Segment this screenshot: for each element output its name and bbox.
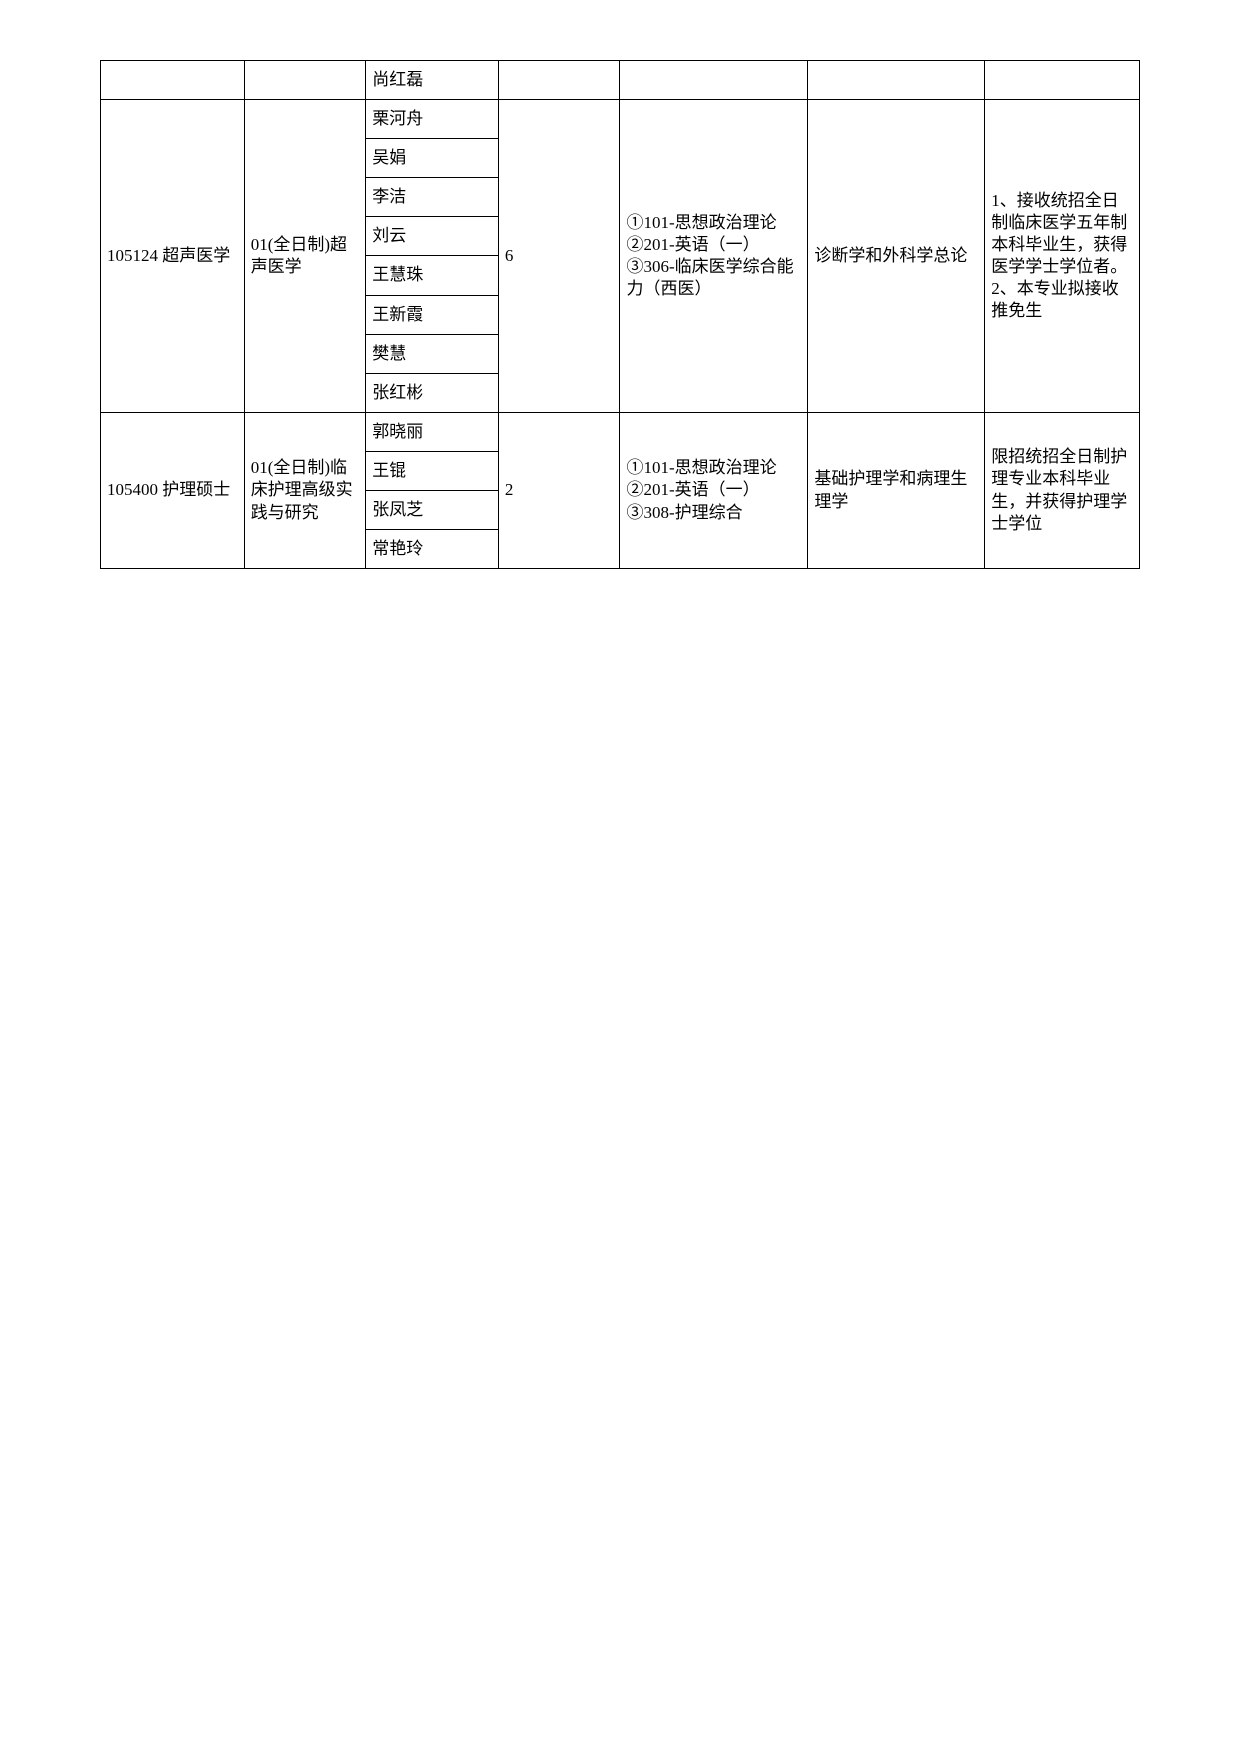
cell-name: 常艳玲	[366, 530, 499, 569]
cell-exam	[620, 61, 808, 100]
cell-exam: ①101-思想政治理论 ②201-英语（一） ③306-临床医学综合能力（西医）	[620, 100, 808, 413]
cell-code	[101, 61, 245, 100]
cell-name: 王锟	[366, 451, 499, 490]
cell-name: 尚红磊	[366, 61, 499, 100]
cell-notes: 1、接收统招全日制临床医学五年制本科毕业生，获得医学学士学位者。 2、本专业拟接…	[985, 100, 1140, 413]
cell-count	[498, 61, 620, 100]
cell-notes: 限招统招全日制护理专业本科毕业生，并获得护理学士学位	[985, 412, 1140, 568]
table-row: 尚红磊	[101, 61, 1140, 100]
cell-subject	[808, 61, 985, 100]
cell-direction: 01(全日制)临床护理高级实践与研究	[244, 412, 366, 568]
cell-name: 张凤芝	[366, 491, 499, 530]
table-row: 105124 超声医学 01(全日制)超声医学 栗河舟 6 ①101-思想政治理…	[101, 100, 1140, 139]
table-row: 105400 护理硕士 01(全日制)临床护理高级实践与研究 郭晓丽 2 ①10…	[101, 412, 1140, 451]
cell-name: 樊慧	[366, 334, 499, 373]
cell-code: 105400 护理硕士	[101, 412, 245, 568]
catalog-table: 尚红磊 105124 超声医学 01(全日制)超声医学 栗河舟 6 ①101-思…	[100, 60, 1140, 569]
cell-name: 吴娟	[366, 139, 499, 178]
cell-count: 6	[498, 100, 620, 413]
cell-name: 张红彬	[366, 373, 499, 412]
cell-name: 王慧珠	[366, 256, 499, 295]
cell-direction: 01(全日制)超声医学	[244, 100, 366, 413]
cell-name: 李洁	[366, 178, 499, 217]
cell-name: 刘云	[366, 217, 499, 256]
cell-subject: 诊断学和外科学总论	[808, 100, 985, 413]
cell-exam: ①101-思想政治理论 ②201-英语（一） ③308-护理综合	[620, 412, 808, 568]
cell-direction	[244, 61, 366, 100]
cell-code: 105124 超声医学	[101, 100, 245, 413]
cell-name: 王新霞	[366, 295, 499, 334]
cell-name: 郭晓丽	[366, 412, 499, 451]
cell-count: 2	[498, 412, 620, 568]
cell-name: 栗河舟	[366, 100, 499, 139]
cell-subject: 基础护理学和病理生理学	[808, 412, 985, 568]
cell-notes	[985, 61, 1140, 100]
